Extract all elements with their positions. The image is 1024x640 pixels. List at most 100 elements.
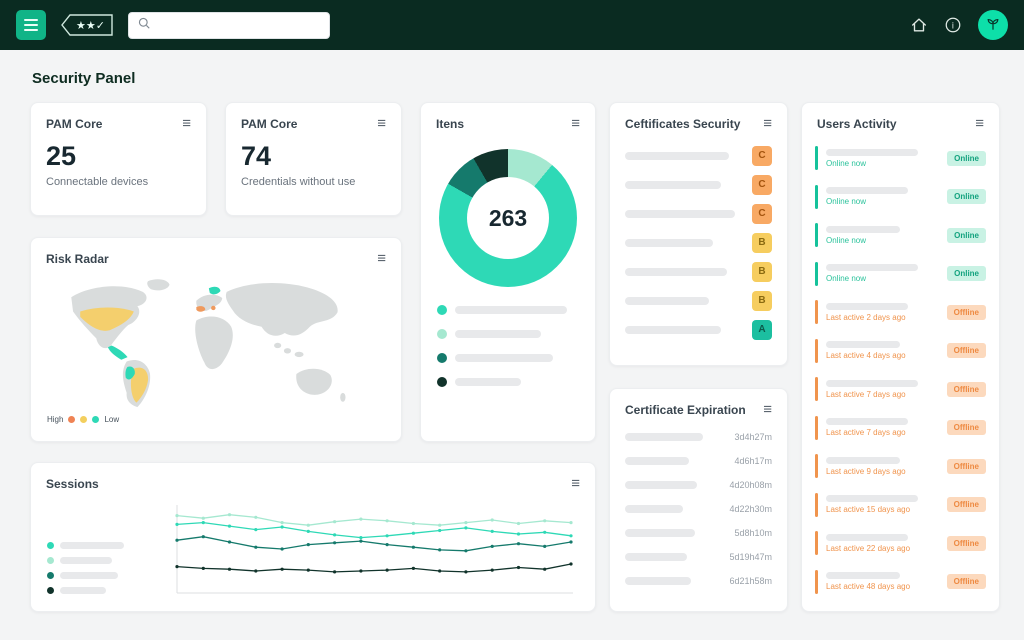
user-activity-row[interactable]: Last active 22 days ago Offline	[815, 524, 986, 563]
user-name-skeleton	[826, 187, 908, 195]
card-menu-icon[interactable]: ≡	[763, 115, 772, 132]
activity-accent-bar	[815, 146, 818, 171]
expiration-row[interactable]: 3d4h27m	[625, 425, 772, 449]
navbar-right: i	[910, 10, 1008, 40]
search-input[interactable]	[157, 19, 321, 31]
grade-badge: A	[752, 319, 772, 340]
user-status: Last active 15 days ago	[826, 505, 911, 515]
expiration-row[interactable]: 5d8h10m	[625, 521, 772, 545]
user-name-skeleton	[826, 148, 918, 156]
user-activity-row[interactable]: Online now Online	[815, 178, 986, 217]
activity-accent-bar	[815, 415, 818, 440]
map-new-zealand	[340, 392, 346, 402]
map-island	[283, 348, 292, 354]
map-region-mexico-low	[107, 345, 128, 360]
card-title: Sessions	[46, 476, 99, 491]
activity-accent-bar	[815, 492, 818, 517]
legend-label-skeleton	[455, 330, 541, 338]
user-status: Last active 48 days ago	[826, 582, 911, 592]
card-menu-icon[interactable]: ≡	[377, 250, 386, 267]
activity-accent-bar	[815, 261, 818, 286]
expiration-list: 3d4h27m 4d6h17m 4d20h08m 4d22h30m 5d8h10…	[610, 425, 787, 593]
user-status-badge: Offline	[946, 381, 986, 397]
avatar[interactable]	[978, 10, 1008, 40]
expiration-row[interactable]: 4d20h08m	[625, 473, 772, 497]
legend-dot-low	[92, 416, 100, 423]
card-title: Ceftificates Security	[625, 116, 741, 131]
donut-total: 263	[488, 204, 528, 231]
certificate-row[interactable]: C	[625, 199, 772, 228]
donut-center: 263	[467, 177, 549, 259]
card-title: Itens	[436, 116, 465, 131]
user-activity-row[interactable]: Online now Online	[815, 255, 986, 294]
expiration-row[interactable]: 6d21h58m	[625, 569, 772, 593]
legend-dot	[437, 377, 447, 387]
card-menu-icon[interactable]: ≡	[182, 115, 191, 132]
user-name-skeleton	[826, 225, 900, 233]
card-menu-icon[interactable]: ≡	[975, 115, 984, 132]
map-asia	[225, 283, 338, 336]
certificate-row[interactable]: C	[625, 141, 772, 170]
legend-dot	[437, 353, 447, 363]
expiration-row[interactable]: 4d22h30m	[625, 497, 772, 521]
activity-accent-bar	[815, 223, 818, 248]
expiration-time: 5d19h47m	[729, 552, 772, 562]
expiration-time: 5d8h10m	[734, 528, 772, 538]
user-info: Last active 15 days ago	[826, 495, 918, 514]
map-region-iberia-high	[196, 306, 206, 312]
metric-subtitle: Credentials without use	[241, 176, 356, 188]
legend-label-skeleton	[60, 557, 112, 564]
home-icon[interactable]	[910, 16, 928, 34]
svg-text:i: i	[952, 21, 954, 31]
grade-badge: B	[752, 290, 772, 311]
user-status: Last active 2 days ago	[826, 312, 906, 322]
user-activity-row[interactable]: Last active 15 days ago Offline	[815, 486, 986, 525]
user-status: Last active 7 days ago	[826, 428, 906, 438]
user-info: Last active 2 days ago	[826, 302, 908, 322]
user-info: Online now	[826, 148, 918, 168]
card-menu-icon[interactable]: ≡	[571, 115, 580, 132]
user-activity-row[interactable]: Last active 2 days ago Offline	[815, 293, 986, 332]
user-activity-row[interactable]: Online now Online	[815, 216, 986, 255]
map-greenland	[147, 279, 170, 291]
legend-dot	[47, 557, 54, 564]
user-name-skeleton	[826, 302, 908, 310]
user-status: Last active 7 days ago	[826, 389, 906, 399]
legend-dot-high	[68, 416, 76, 423]
sessions-line-chart	[167, 499, 575, 608]
license-tag-icon[interactable]: ★★✓	[58, 10, 116, 40]
certificate-row[interactable]: B	[625, 228, 772, 257]
grade-badge: C	[752, 174, 772, 195]
menu-button[interactable]	[16, 10, 46, 40]
card-title: Certificate Expiration	[625, 402, 746, 417]
user-status: Last active 22 days ago	[826, 543, 911, 553]
search-icon	[137, 16, 151, 35]
certificate-row[interactable]: B	[625, 257, 772, 286]
user-info: Online now	[826, 225, 900, 245]
card-menu-icon[interactable]: ≡	[377, 115, 386, 132]
user-activity-row[interactable]: Last active 48 days ago Offline	[815, 563, 986, 602]
card-menu-icon[interactable]: ≡	[571, 475, 580, 492]
activity-accent-bar	[815, 338, 818, 363]
user-status: Online now	[826, 158, 867, 168]
expiration-row[interactable]: 5d19h47m	[625, 545, 772, 569]
card-title: PAM Core	[46, 116, 103, 131]
user-status: Last active 4 days ago	[826, 351, 906, 361]
legend-label-skeleton	[60, 587, 106, 594]
user-activity-row[interactable]: Last active 7 days ago Offline	[815, 409, 986, 448]
certificate-row[interactable]: C	[625, 170, 772, 199]
user-activity-row[interactable]: Last active 4 days ago Offline	[815, 332, 986, 371]
card-title: Users Activity	[817, 116, 897, 131]
user-activity-row[interactable]: Last active 9 days ago Offline	[815, 447, 986, 486]
info-icon[interactable]: i	[944, 16, 962, 34]
certificate-name-skeleton	[625, 481, 697, 489]
card-pam-core-devices: PAM Core ≡ 25 Connectable devices	[30, 102, 207, 216]
certificate-row[interactable]: A	[625, 315, 772, 344]
certificate-row[interactable]: B	[625, 286, 772, 315]
card-menu-icon[interactable]: ≡	[763, 401, 772, 418]
user-activity-row[interactable]: Online now Online	[815, 139, 986, 178]
map-africa	[195, 316, 233, 370]
card-sessions: Sessions ≡	[30, 462, 596, 612]
expiration-row[interactable]: 4d6h17m	[625, 449, 772, 473]
user-activity-row[interactable]: Last active 7 days ago Offline	[815, 370, 986, 409]
